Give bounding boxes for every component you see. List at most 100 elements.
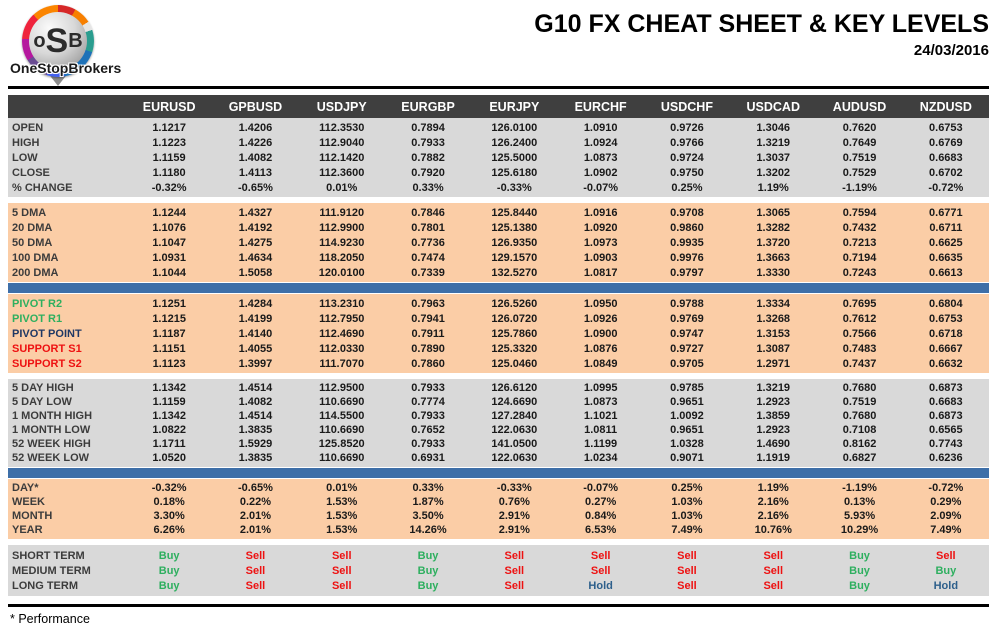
- value-cell: 0.7437: [842, 357, 877, 370]
- value-cell: 125.7860: [491, 327, 538, 340]
- value-cell: 1.1159: [152, 396, 186, 408]
- signal-cell: Buy: [158, 549, 180, 562]
- value-cell: 1.4284: [238, 297, 273, 310]
- value-cell: 1.1021: [583, 410, 618, 422]
- value-cell: 0.6771: [929, 206, 963, 219]
- table-row: OPEN 1.1217 1.4206 112.3530 0.7894 126.0100 1.…: [8, 120, 989, 135]
- signal-cell: Sell: [590, 564, 611, 577]
- value-cell: 1.2971: [756, 357, 791, 370]
- row-label: LONG TERM: [12, 579, 78, 592]
- row-label: SHORT TERM: [12, 549, 85, 562]
- value-cell: 0.6873: [929, 410, 963, 422]
- value-cell: 111.9120: [319, 206, 365, 219]
- value-cell: 126.2400: [491, 136, 538, 149]
- table-row: LOW 1.1159 1.4082 112.1420 0.7882 125.5000 1.0…: [8, 150, 989, 165]
- value-cell: 126.0720: [491, 312, 538, 325]
- row-label: MEDIUM TERM: [12, 564, 91, 577]
- row-label: HIGH: [12, 136, 40, 149]
- value-cell: 122.0630: [491, 452, 538, 464]
- value-cell: 125.5000: [491, 151, 538, 164]
- value-cell: 1.3334: [756, 297, 791, 310]
- signal-cell: Sell: [331, 549, 352, 562]
- value-cell: 0.6632: [929, 357, 963, 370]
- value-cell: 0.6827: [842, 452, 877, 464]
- value-cell: -0.32%: [151, 181, 187, 194]
- value-cell: 1.0873: [583, 151, 618, 164]
- value-cell: 0.9747: [670, 327, 704, 340]
- signal-cell: Buy: [158, 564, 180, 577]
- table-row: PIVOT POINT 1.1187 1.4140 112.4690 0.7911 125…: [8, 326, 989, 341]
- value-cell: 1.53%: [326, 496, 358, 508]
- signal-cell: Sell: [245, 549, 266, 562]
- value-cell: 1.3835: [238, 452, 273, 464]
- value-cell: 0.9727: [670, 342, 704, 355]
- signal-cell: Sell: [677, 579, 697, 592]
- section-gap: [8, 373, 989, 379]
- value-cell: 1.5058: [238, 266, 273, 279]
- row-label: 52 WEEK HIGH: [12, 438, 91, 450]
- value-cell: 0.7680: [842, 382, 877, 394]
- value-cell: 1.1342: [152, 410, 186, 422]
- value-cell: 0.25%: [671, 181, 703, 194]
- signal-cell: Buy: [158, 579, 180, 592]
- value-cell: 1.4082: [238, 396, 273, 408]
- value-cell: 0.7695: [842, 297, 877, 310]
- section-ohlc: OPEN 1.1217 1.4206 112.3530 0.7894 126.0100 1.…: [8, 118, 989, 197]
- value-cell: 111.7070: [319, 357, 365, 370]
- value-cell: 0.7801: [411, 221, 445, 234]
- row-label: SUPPORT S1: [12, 342, 82, 355]
- column-header-usdcad: USDCAD: [746, 99, 800, 114]
- signal-cell: Sell: [331, 579, 352, 592]
- value-cell: 0.8162: [842, 438, 877, 450]
- value-cell: 1.2923: [756, 424, 791, 436]
- row-label: MONTH: [12, 510, 53, 522]
- signal-cell: Buy: [849, 564, 870, 577]
- value-cell: 0.9708: [670, 206, 704, 219]
- value-cell: 0.7529: [842, 166, 877, 179]
- value-cell: 129.1570: [491, 251, 538, 264]
- value-cell: 0.7933: [411, 438, 445, 450]
- value-cell: 1.0902: [583, 166, 618, 179]
- value-cell: -0.72%: [928, 181, 964, 194]
- value-cell: 1.3835: [238, 424, 273, 436]
- value-cell: 1.1251: [152, 297, 186, 310]
- section-ranges: 5 DAY HIGH 1.1342 1.4514 112.9500 0.7933 126.…: [8, 379, 989, 467]
- value-cell: 5.93%: [843, 510, 876, 522]
- value-cell: 0.9797: [670, 266, 704, 279]
- value-cell: 1.0822: [152, 424, 186, 436]
- row-label: % CHANGE: [12, 181, 73, 194]
- value-cell: 120.0100: [318, 266, 365, 279]
- value-cell: 1.3268: [756, 312, 791, 325]
- value-cell: 2.91%: [498, 510, 530, 522]
- value-cell: 1.19%: [757, 181, 789, 194]
- value-cell: 0.7736: [411, 236, 445, 249]
- value-cell: 1.4226: [238, 136, 273, 149]
- value-cell: 0.6711: [929, 221, 963, 234]
- value-cell: 0.7933: [411, 382, 445, 394]
- value-cell: 1.0811: [584, 424, 618, 436]
- value-cell: 3.30%: [153, 510, 185, 522]
- value-cell: 0.7743: [929, 438, 963, 450]
- value-cell: 1.3046: [756, 121, 791, 134]
- value-cell: 0.7911: [411, 327, 445, 340]
- value-cell: 1.0234: [583, 452, 618, 464]
- table-row: HIGH 1.1223 1.4226 112.9040 0.7933 126.2400 1.…: [8, 135, 989, 150]
- title-block: G10 FX CHEAT SHEET & KEY LEVELS 24/03/20…: [534, 2, 989, 86]
- value-cell: 0.9766: [670, 136, 704, 149]
- value-cell: 0.9769: [670, 312, 704, 325]
- value-cell: 0.6667: [929, 342, 963, 355]
- column-header-usdchf: USDCHF: [660, 99, 713, 114]
- value-cell: 112.3530: [319, 121, 365, 134]
- signal-cell: Buy: [849, 579, 870, 592]
- table-row: 52 WEEK LOW 1.0520 1.3835 110.6690 0.6931 122…: [8, 451, 989, 465]
- value-cell: 112.3600: [319, 166, 365, 179]
- value-cell: 0.7594: [842, 206, 877, 219]
- value-cell: 1.0926: [583, 312, 618, 325]
- value-cell: 1.0931: [152, 251, 186, 264]
- section-perf: DAY* -0.32% -0.65% 0.01% 0.33% -0.33% -0.07% 0.…: [8, 479, 989, 539]
- value-cell: 126.6120: [491, 382, 538, 394]
- value-cell: 1.3720: [756, 236, 791, 249]
